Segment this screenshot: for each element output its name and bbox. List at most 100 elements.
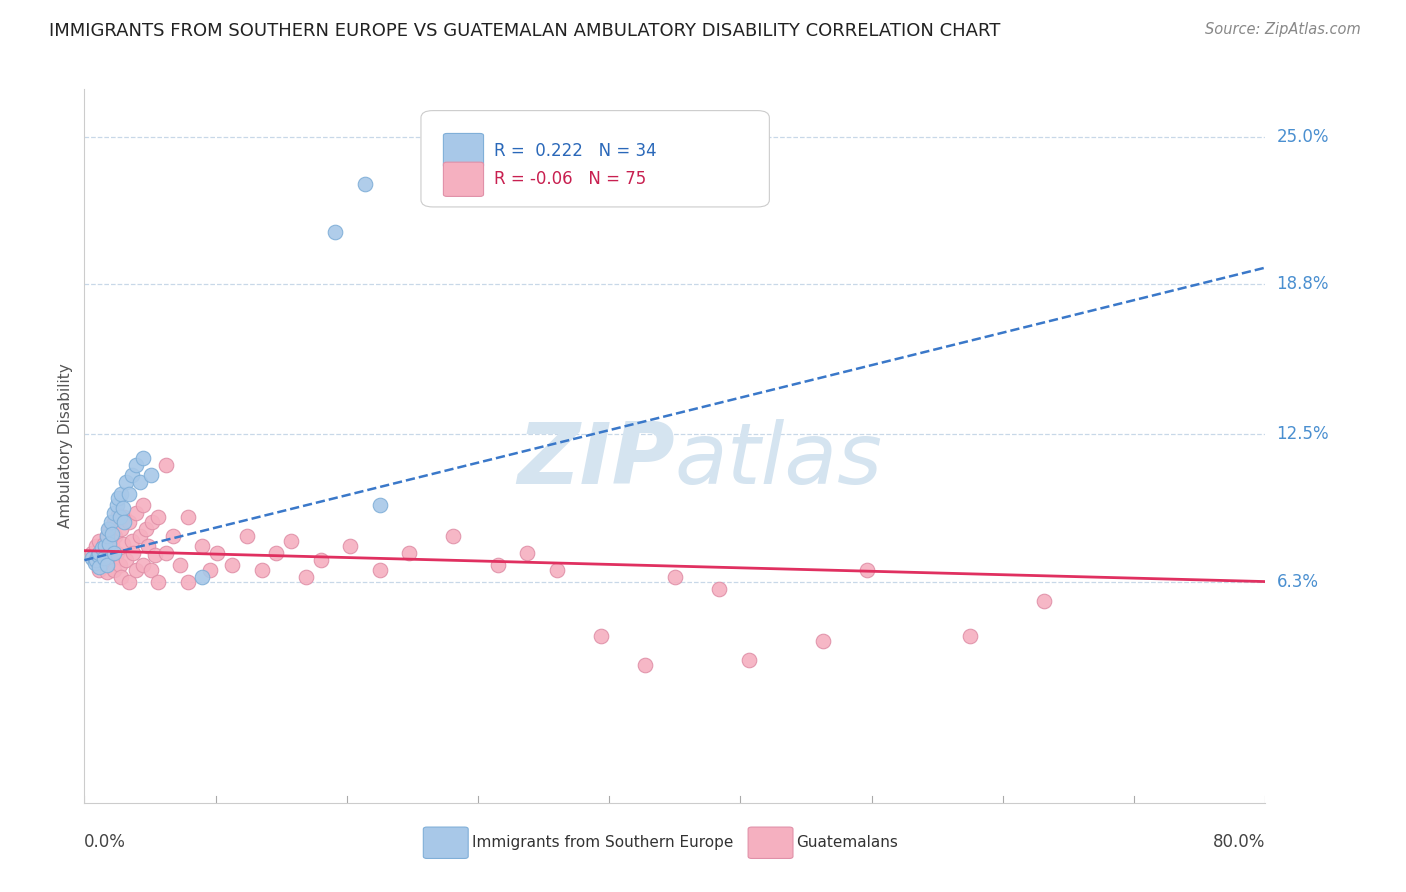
Point <box>125 563 148 577</box>
Y-axis label: Ambulatory Disability: Ambulatory Disability <box>58 364 73 528</box>
Point <box>664 570 686 584</box>
Point <box>87 534 111 549</box>
Point <box>83 553 105 567</box>
Point <box>191 539 214 553</box>
Point <box>280 534 302 549</box>
FancyBboxPatch shape <box>748 827 793 858</box>
Point <box>103 563 125 577</box>
Point <box>91 541 114 556</box>
Point <box>295 570 318 584</box>
Point <box>709 582 731 596</box>
Point <box>100 553 122 567</box>
Point <box>108 558 131 572</box>
Text: R =  0.222   N = 34: R = 0.222 N = 34 <box>494 142 657 160</box>
Point <box>266 546 288 560</box>
Point <box>148 574 170 589</box>
Point <box>738 653 761 667</box>
Point <box>309 553 332 567</box>
Point <box>139 563 162 577</box>
Point <box>103 515 125 529</box>
Point <box>112 515 135 529</box>
Point <box>139 467 162 482</box>
FancyBboxPatch shape <box>420 111 769 207</box>
Point <box>94 539 117 553</box>
Point <box>93 536 115 550</box>
Point <box>811 634 834 648</box>
Point <box>111 500 134 515</box>
Point <box>121 467 143 482</box>
Point <box>107 508 129 522</box>
Text: Immigrants from Southern Europe: Immigrants from Southern Europe <box>472 835 733 850</box>
Point <box>398 546 420 560</box>
Point <box>84 553 107 567</box>
Point <box>93 550 115 565</box>
Point <box>112 510 135 524</box>
Text: 12.5%: 12.5% <box>1277 425 1329 443</box>
Point <box>162 529 184 543</box>
Text: atlas: atlas <box>675 418 883 502</box>
Point <box>143 549 166 563</box>
Point <box>110 570 132 584</box>
Point <box>155 546 177 560</box>
Point <box>86 549 108 563</box>
Point <box>114 553 136 567</box>
Point <box>80 546 103 560</box>
Point <box>87 546 111 560</box>
Point <box>339 539 361 553</box>
Point <box>101 527 124 541</box>
Point <box>121 534 143 549</box>
Point <box>96 529 118 543</box>
Point <box>97 541 120 556</box>
Point <box>148 510 170 524</box>
Point <box>546 563 568 577</box>
Point <box>103 546 125 560</box>
Point <box>486 558 509 572</box>
Point <box>111 536 134 550</box>
Point <box>125 458 148 472</box>
FancyBboxPatch shape <box>443 134 484 168</box>
Point <box>177 574 200 589</box>
Text: IMMIGRANTS FROM SOUTHERN EUROPE VS GUATEMALAN AMBULATORY DISABILITY CORRELATION : IMMIGRANTS FROM SOUTHERN EUROPE VS GUATE… <box>49 22 1001 40</box>
FancyBboxPatch shape <box>443 162 484 196</box>
Point <box>125 506 148 520</box>
Point <box>221 558 243 572</box>
Point <box>103 506 125 520</box>
Point <box>122 546 145 560</box>
Point <box>129 475 152 489</box>
Point <box>135 522 157 536</box>
Point <box>591 629 613 643</box>
Point <box>100 515 122 529</box>
Point <box>83 556 105 570</box>
Point <box>118 486 141 500</box>
Point <box>96 565 118 579</box>
Point <box>118 515 141 529</box>
Text: Guatemalans: Guatemalans <box>797 835 898 850</box>
Point <box>97 522 120 536</box>
Point <box>177 510 200 524</box>
Text: R = -0.06   N = 75: R = -0.06 N = 75 <box>494 170 647 188</box>
Point <box>129 529 152 543</box>
Point <box>84 539 107 553</box>
Text: ZIP: ZIP <box>517 418 675 502</box>
Point <box>86 556 108 570</box>
Point <box>207 546 229 560</box>
Point <box>368 563 391 577</box>
Point <box>959 629 981 643</box>
Text: Source: ZipAtlas.com: Source: ZipAtlas.com <box>1205 22 1361 37</box>
Point <box>516 546 538 560</box>
Point <box>105 546 128 560</box>
Point <box>634 657 657 672</box>
Point <box>155 458 177 472</box>
Point <box>108 510 131 524</box>
Point <box>141 515 163 529</box>
Point <box>110 486 132 500</box>
Point <box>236 529 259 543</box>
Point <box>105 499 128 513</box>
Point <box>114 475 136 489</box>
Point <box>80 550 103 565</box>
Point <box>87 563 111 577</box>
Point <box>856 563 879 577</box>
Point <box>368 499 391 513</box>
Point <box>132 499 155 513</box>
Point <box>96 529 118 543</box>
